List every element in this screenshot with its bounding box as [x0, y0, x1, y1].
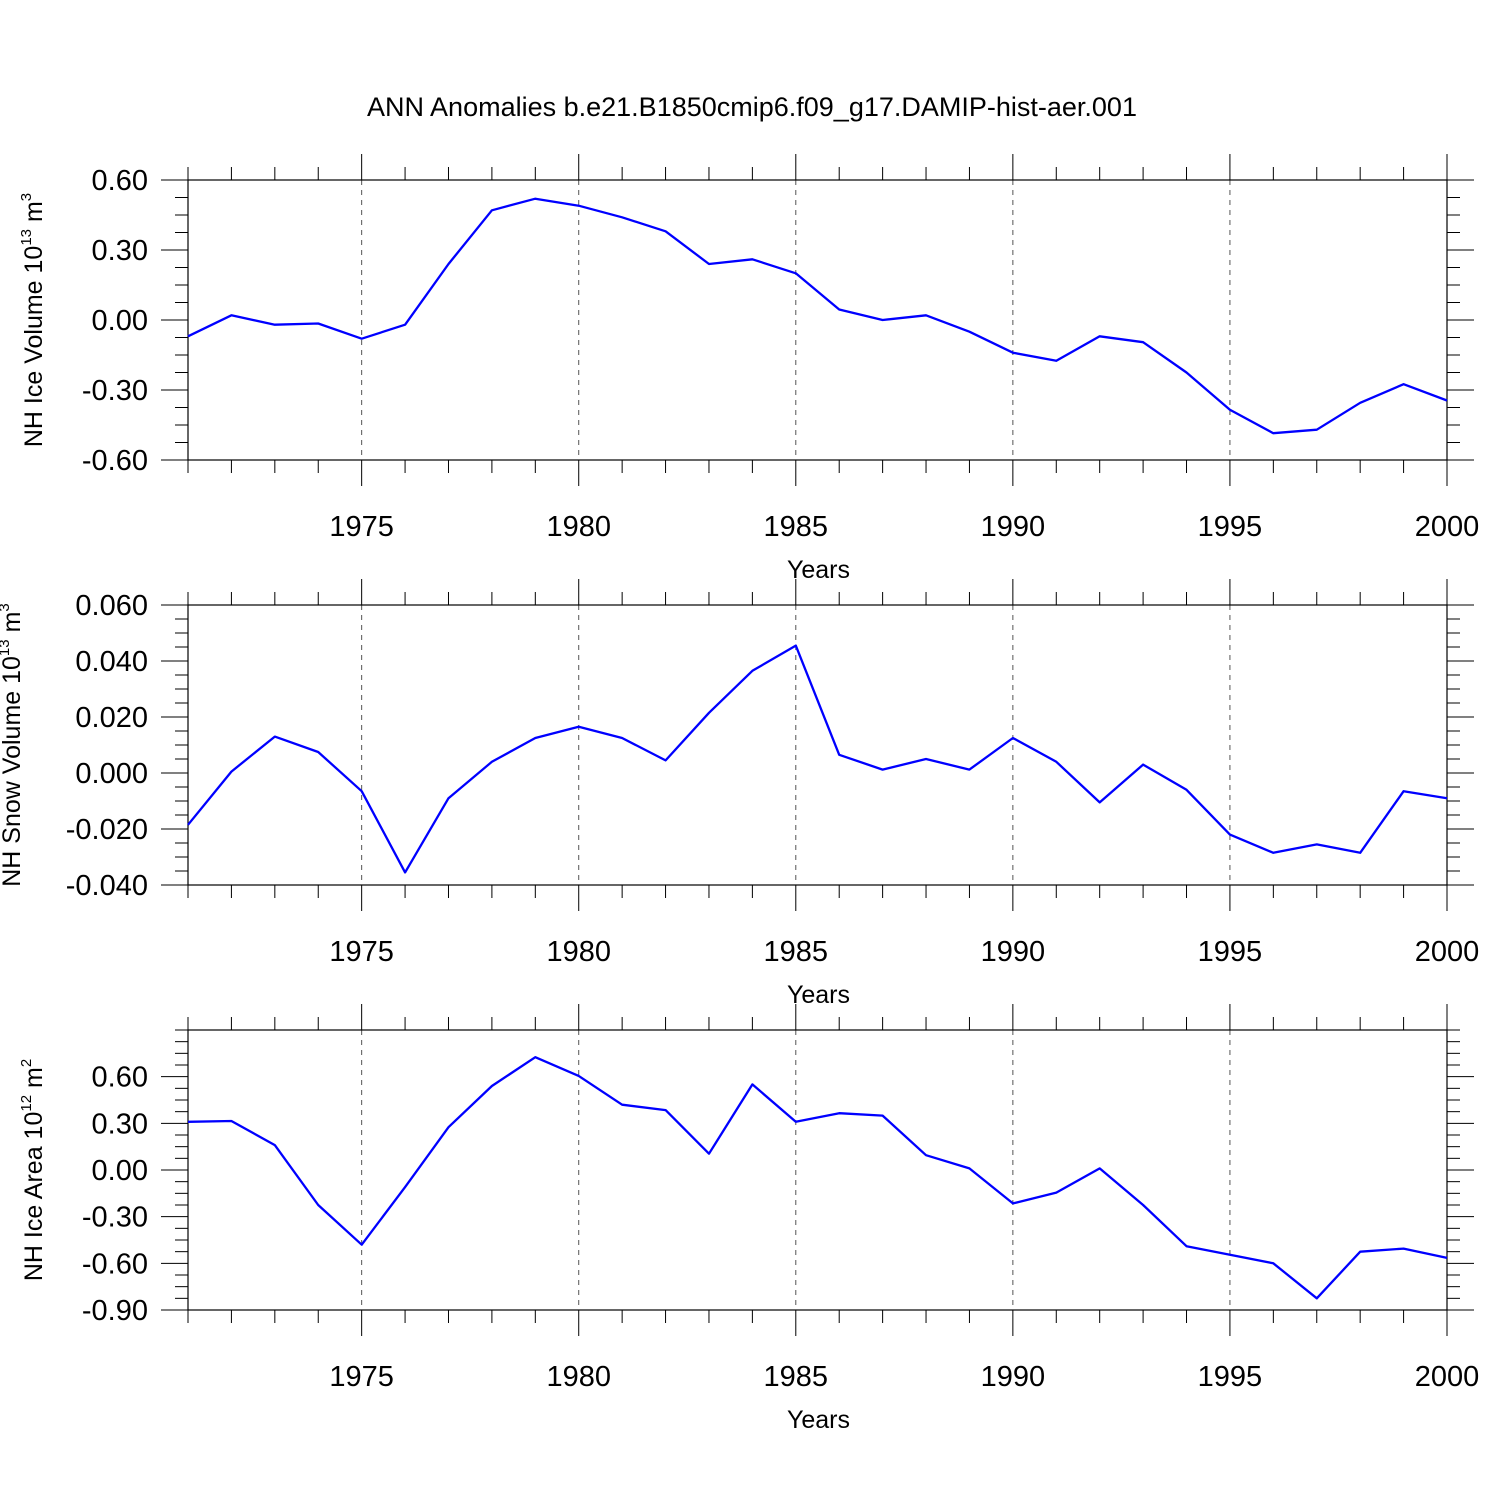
y-axis-label: NH Snow Volume 1013 m3: [0, 603, 26, 887]
x-tick-label: 1980: [546, 511, 611, 543]
x-axis-label: Years: [787, 556, 850, 584]
plot-frame: [187, 604, 1448, 886]
x-axis-label: Years: [787, 981, 850, 1009]
x-tick-label: 1975: [329, 1361, 394, 1393]
y-tick-label: 0.30: [92, 235, 148, 267]
y-tick-label: 0.60: [92, 1062, 148, 1094]
series-line: [187, 1056, 1448, 1300]
series-line: [187, 197, 1448, 435]
y-tick-label: -0.30: [82, 1202, 148, 1234]
y-tick-label: 0.00: [92, 305, 148, 337]
y-tick-label: 0.00: [92, 1155, 148, 1187]
y-axis-label: NH Ice Volume 1013 m3: [18, 193, 48, 447]
x-tick-label: 2000: [1415, 511, 1480, 543]
y-label-superscript: 3: [18, 193, 35, 201]
x-tick-label: 1995: [1198, 936, 1263, 968]
y-tick-label: 0.60: [92, 165, 148, 197]
y-tick-label: 0.000: [75, 758, 148, 790]
plot-frame: [187, 1029, 1448, 1311]
plot-frame: [187, 179, 1448, 461]
x-tick-label: 1975: [329, 936, 394, 968]
x-tick-label: 2000: [1415, 1361, 1480, 1393]
panel-ice-volume: -0.60 -0.30 0.00 0.30 0.60 1975 1980 1985 1990 19…: [18, 154, 1479, 584]
y-tick-label: -0.90: [82, 1295, 148, 1327]
x-tick-label: 1990: [981, 936, 1046, 968]
y-label-superscript: 12: [18, 1095, 35, 1112]
x-tick-label: 1995: [1198, 1361, 1263, 1393]
y-label-superscript: 13: [18, 229, 35, 246]
chart-title: ANN Anomalies b.e21.B1850cmip6.f09_g17.D…: [367, 92, 1137, 122]
x-tick-label: 1975: [329, 511, 394, 543]
y-label-superscript: 13: [0, 639, 13, 656]
series-line: [187, 644, 1448, 874]
y-label-text: NH Ice Volume 10: [20, 246, 48, 448]
y-tick-label: 0.060: [75, 590, 148, 622]
y-tick-label: 0.040: [75, 646, 148, 678]
y-label-text: NH Ice Area 10: [20, 1112, 48, 1282]
y-tick-label: -0.040: [66, 870, 148, 902]
y-tick-label: -0.30: [82, 375, 148, 407]
y-label-text: NH Snow Volume 10: [0, 656, 26, 887]
y-label-text: m: [20, 201, 48, 229]
y-tick-label: -0.60: [82, 1248, 148, 1280]
x-tick-label: 1995: [1198, 511, 1263, 543]
y-tick-label: -0.020: [66, 814, 148, 846]
x-tick-label: 2000: [1415, 936, 1480, 968]
y-label-superscript: 3: [0, 603, 13, 611]
y-axis-label: NH Ice Area 1012 m2: [18, 1059, 48, 1281]
x-axis-label: Years: [787, 1406, 850, 1434]
x-tick-label: 1980: [546, 936, 611, 968]
y-tick-label: 0.020: [75, 702, 148, 734]
x-tick-label: 1990: [981, 1361, 1046, 1393]
panel-snow-volume: -0.040 -0.020 0.000 0.020 0.040 0.060 1975 1980…: [0, 579, 1479, 1009]
y-label-text: m: [0, 612, 26, 640]
y-label-text: m: [20, 1067, 48, 1095]
x-tick-label: 1985: [764, 511, 829, 543]
x-tick-label: 1980: [546, 1361, 611, 1393]
panel-ice-area: -0.90 -0.60 -0.30 0.00 0.30 0.60 1975 1980 1985 1…: [18, 1004, 1479, 1434]
y-tick-label: 0.30: [92, 1108, 148, 1140]
x-tick-label: 1985: [764, 1361, 829, 1393]
x-tick-label: 1990: [981, 511, 1046, 543]
y-label-superscript: 2: [18, 1059, 35, 1067]
y-tick-label: -0.60: [82, 445, 148, 477]
x-tick-label: 1985: [764, 936, 829, 968]
